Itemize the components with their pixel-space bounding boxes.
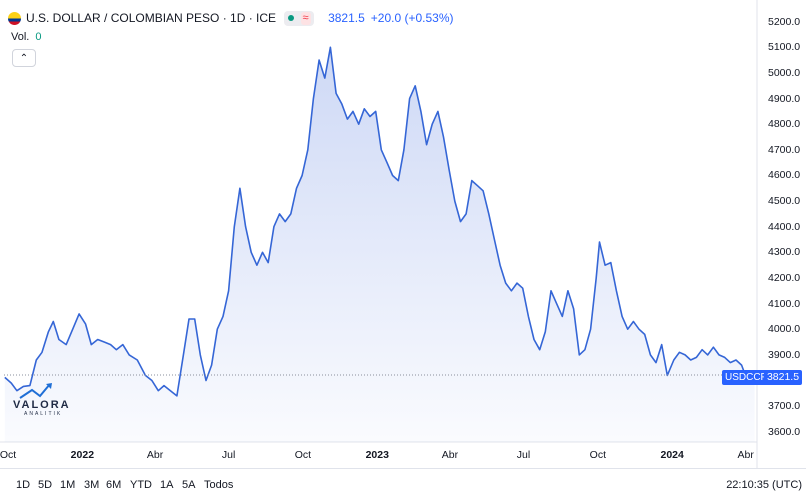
timeframe-button-5d[interactable]: 5D [38,479,53,491]
price-tick-label: 4400.0 [768,220,801,233]
price-tick-label: 4900.0 [768,92,801,105]
delayed-data-icon: ≈ [300,11,311,25]
price-line [4,46,756,397]
time-tick-label: Jul [221,449,236,461]
price-tick-label: 5100.0 [768,41,801,54]
symbol-badge: USDCCP [722,370,771,385]
time-tick-label: Abr [737,449,754,461]
market-status-indicator[interactable]: ≈ [284,10,315,26]
time-tick-label: Abr [441,449,459,461]
price-tick-label: 4100.0 [768,297,801,310]
time-tick-label: Oct [589,449,606,461]
time-tick-label: Abr [146,449,164,461]
timeframe-button-3m[interactable]: 3M [84,479,100,491]
price-tick-label: 5200.0 [768,15,801,28]
logo-mark-icon [19,383,52,399]
timeframe-button-5a[interactable]: 5A [182,479,196,491]
timeframe-button-todos[interactable]: Todos [204,479,234,491]
valora-analitik-logo: VALORA ANALITIK [10,382,74,418]
price-tick-label: 3600.0 [768,425,801,438]
time-tick-label: 2022 [70,449,95,461]
volume-value: 0 [35,31,42,43]
price-tick-label: 4000.0 [768,323,801,336]
timeframe-button-1m[interactable]: 1M [60,479,76,491]
bottom-toolbar: 1D 5D 1M 3M 6M YTD 1A 5A Todos 22:10:35 (UTC) [0,468,806,500]
colombia-flag-icon [8,11,21,25]
price-tick-label: 4800.0 [768,118,801,131]
timeframe-button-6m[interactable]: 6M [106,479,122,491]
market-open-dot-icon [287,15,294,21]
price-tick-label: 4200.0 [768,271,801,284]
last-price-badge: 3821.5 [764,370,802,385]
price-tick-label: 3900.0 [768,348,801,361]
time-tick-label: Oct [294,449,312,461]
logo-subtitle: ANALITIK [24,411,63,417]
collapse-legend-button[interactable]: ⌃ [12,49,36,67]
timeframe-button-ytd[interactable]: YTD [130,479,152,491]
timeframe-button-1a[interactable]: 1A [160,479,174,491]
volume-label: Vol. [11,31,30,43]
logo-name: VALORA [13,399,71,411]
price-tick-label: 5000.0 [768,66,801,79]
chart-legend: U.S. DOLLAR / COLOMBIAN PESO · 1D · ICE … [8,9,454,27]
price-tick-label: 4700.0 [768,143,801,156]
price-area-fill [4,47,755,443]
time-tick-label: Jul [516,449,531,461]
timeframe-button-1d[interactable]: 1D [16,479,31,491]
price-tick-label: 3700.0 [768,400,801,413]
price-tick-label: 4500.0 [768,195,801,208]
time-tick-label: 2024 [660,449,684,461]
utc-clock[interactable]: 22:10:35 (UTC) [726,479,802,491]
price-change: +20.0 (+0.53%) [370,11,454,25]
time-tick-label: Oct [0,449,17,461]
volume-indicator[interactable]: Vol. 0 [11,31,41,43]
price-tick-label: 4300.0 [768,246,801,259]
price-tick-label: 4600.0 [768,169,801,182]
symbol-title: U.S. DOLLAR / COLOMBIAN PESO · 1D · ICE [26,11,277,25]
last-price: 3821.5 [328,11,365,25]
time-tick-label: 2023 [365,449,389,461]
